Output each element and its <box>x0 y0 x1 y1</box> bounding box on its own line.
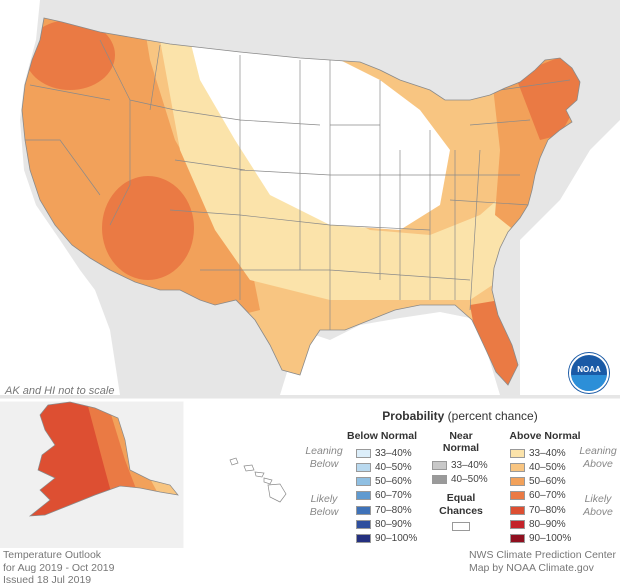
near-swatch-row: 33–40% <box>432 459 488 471</box>
noaa-logo: NOAA <box>569 353 609 393</box>
leaning-above-label: Leaning Above <box>579 445 617 470</box>
above-swatch-label: 80–90% <box>529 519 566 530</box>
below-swatch-label: 90–100% <box>375 533 418 545</box>
below-swatch <box>356 534 371 544</box>
likely-above-label: Likely Above <box>583 493 613 518</box>
below-swatch-label: 60–70% <box>375 490 412 502</box>
near-swatch-row: 40–50% <box>432 473 488 485</box>
legend-title: Probability (percent chance) <box>382 409 538 423</box>
near-swatch-label: 33–40% <box>451 459 488 471</box>
above-swatch-row: 33–40% <box>510 447 566 459</box>
above-swatch <box>510 477 525 487</box>
near-swatch-label: 40–50% <box>451 473 488 485</box>
below-swatch-label: 33–40% <box>375 447 412 459</box>
credits: NWS Climate Prediction Center Map by NOA… <box>468 549 616 574</box>
hawaii-outlook <box>229 457 287 503</box>
below-swatch-row: 33–40% <box>356 447 412 459</box>
below-swatch <box>356 491 371 501</box>
above-swatch <box>510 491 525 501</box>
above-swatch-label: 60–70% <box>529 490 566 502</box>
above-swatch-row: 70–80% <box>510 504 566 516</box>
pacific-ocean <box>0 0 120 395</box>
above-normal-header: Above Normal <box>509 430 581 442</box>
near-normal-header: Near Normal <box>442 430 480 454</box>
below-swatch <box>356 477 371 487</box>
scale-note: AK and HI not to scale <box>5 385 115 397</box>
below-swatch <box>356 448 371 458</box>
outlook-title: Temperature Outlook for Aug 2019 - Oct 2… <box>3 549 115 586</box>
below-swatch-label: 70–80% <box>375 504 412 516</box>
state-borders <box>25 39 571 330</box>
below-swatch-row: 80–90% <box>356 519 412 531</box>
near-swatch <box>432 474 447 484</box>
below-swatch-row: 90–100% <box>356 533 417 545</box>
below-swatch-row: 70–80% <box>356 504 412 516</box>
below-swatch <box>356 520 371 529</box>
below-swatch-row: 50–60% <box>356 476 412 488</box>
below-swatch-label: 80–90% <box>375 519 412 530</box>
near-swatch <box>432 460 447 470</box>
above-swatch-label: 70–80% <box>529 504 566 516</box>
gulf-of-mexico <box>280 312 500 395</box>
above-swatch-row: 40–50% <box>510 461 566 473</box>
below-normal-header: Below Normal <box>346 430 417 442</box>
above-swatch <box>510 520 525 529</box>
above-swatch-row: 60–70% <box>510 490 566 502</box>
below-swatch-label: 40–50% <box>375 461 412 473</box>
above-swatch-label: 40–50% <box>529 461 566 473</box>
above-swatch-row: 90–100% <box>510 533 571 545</box>
below-swatch-label: 50–60% <box>375 476 412 488</box>
above-swatch-label: 90–100% <box>529 533 572 545</box>
above-swatch-row: 80–90% <box>510 519 566 531</box>
above-swatch <box>510 534 525 544</box>
equal-chances-label: Equal Chances <box>439 492 483 517</box>
below-swatch <box>356 462 371 472</box>
likely-below-label: Likely Below <box>309 493 339 518</box>
below-swatch <box>356 505 371 515</box>
above-swatch-label: 33–40% <box>529 447 566 459</box>
below-swatch-row: 40–50% <box>356 461 412 473</box>
atlantic-ocean <box>520 120 620 395</box>
probability-legend: Probability (percent chance) Below Norma… <box>300 403 620 548</box>
above-swatch-label: 50–60% <box>529 476 566 488</box>
above-swatch <box>510 448 525 458</box>
leaning-below-label: Leaning Below <box>305 445 343 470</box>
above-swatch <box>510 462 525 472</box>
above-swatch <box>510 505 525 515</box>
above-swatch-row: 50–60% <box>510 476 566 488</box>
equal-chances-swatch <box>452 522 470 531</box>
below-swatch-row: 60–70% <box>356 490 412 502</box>
